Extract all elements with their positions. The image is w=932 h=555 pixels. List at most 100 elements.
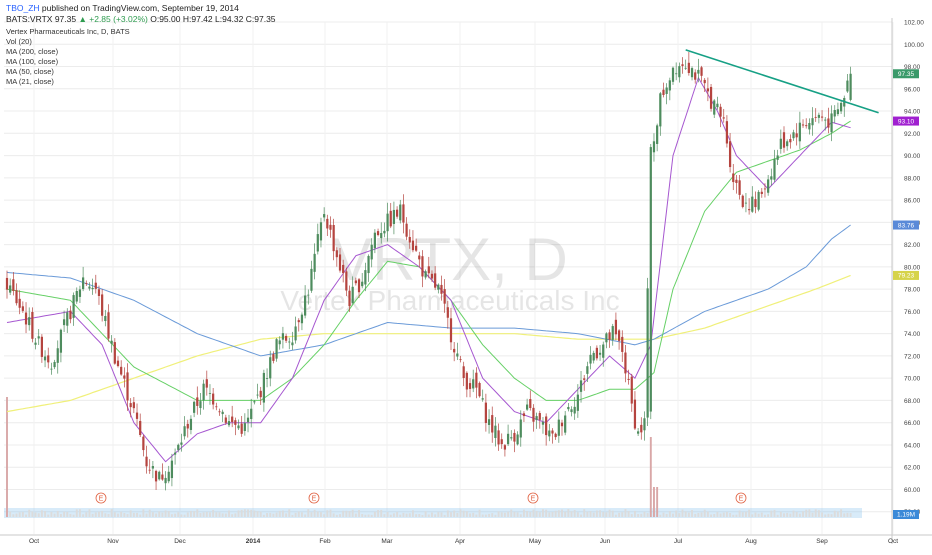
candle-body	[776, 155, 779, 160]
volume-bar	[567, 509, 570, 517]
volume-bar	[85, 512, 88, 517]
candle-body	[40, 336, 43, 357]
volume-bar	[310, 512, 313, 517]
candle-body	[281, 333, 285, 340]
volume-bar	[786, 512, 789, 517]
candle-body	[180, 442, 183, 445]
candle-body	[694, 72, 697, 80]
volume-bar	[262, 514, 265, 517]
candle-body	[116, 360, 120, 367]
candle-body	[85, 283, 88, 284]
candle-body	[139, 420, 142, 436]
candle-body	[97, 289, 101, 296]
price-tick-label: 62.00	[904, 465, 921, 472]
volume-bar	[437, 512, 440, 517]
volume-bar	[167, 511, 170, 517]
candle-body	[789, 139, 792, 143]
volume-bar	[189, 510, 192, 517]
volume-bar	[618, 512, 621, 517]
price-tick-label: 60.00	[904, 487, 921, 494]
candle-body	[751, 196, 754, 212]
candle-body	[43, 356, 47, 361]
time-tick-label: Mar	[381, 538, 393, 545]
volume-bar	[256, 511, 259, 517]
candle-body	[173, 452, 177, 455]
price-tick-label: 88.00	[904, 175, 921, 182]
volume-bar	[402, 512, 405, 517]
candle-body	[690, 68, 694, 78]
candle-body	[395, 209, 399, 217]
volume-bar	[608, 509, 611, 517]
candle-body	[231, 416, 234, 422]
volume-bar	[107, 513, 110, 517]
candle-body	[573, 406, 576, 414]
time-tick-label: Dec	[174, 538, 186, 545]
candle-body	[66, 312, 69, 326]
candle-body	[316, 234, 319, 252]
legend-ma50[interactable]: MA (50, close)	[6, 67, 54, 76]
legend-ma100[interactable]: MA (100, close)	[6, 57, 59, 66]
candle-body	[744, 202, 748, 204]
volume-bar	[542, 509, 544, 517]
ma21-price-label: 93.10	[898, 118, 915, 125]
candle-body	[288, 341, 291, 343]
time-axis: Oct Nov Dec 2014 Feb Mar Apr May Jun Jul Aug Sep Oct	[0, 534, 932, 545]
candle-body	[798, 122, 801, 142]
legend-ma200[interactable]: MA (200, close)	[6, 47, 59, 56]
candle-body	[478, 382, 481, 397]
candle-body	[411, 240, 415, 251]
volume-bar	[88, 509, 91, 517]
candle-body	[243, 423, 246, 431]
legend-main[interactable]: Vertex Pharmaceuticals Inc, D, BATS	[6, 27, 130, 36]
candle-body	[376, 231, 380, 236]
volume-bar	[653, 487, 655, 517]
candle-body	[294, 326, 297, 341]
candle-body	[652, 141, 656, 153]
volume-bar	[231, 514, 234, 517]
candle-body	[342, 264, 345, 274]
legend-ma21[interactable]: MA (21, close)	[6, 77, 54, 86]
volume-bar	[817, 510, 820, 517]
candle-body	[310, 268, 313, 291]
volume-bar	[748, 509, 751, 517]
volume-bar	[846, 512, 849, 517]
candle-body	[824, 119, 827, 121]
candle-body	[126, 372, 129, 401]
candle-body	[135, 412, 139, 419]
volume-bar	[351, 509, 354, 517]
volume-bar	[738, 510, 741, 517]
candle-body	[522, 413, 526, 417]
volume-bar	[304, 514, 307, 517]
time-tick-label: May	[529, 538, 542, 545]
volume-label: 1.19M	[897, 512, 915, 519]
candle-body	[34, 342, 37, 345]
volume-bar	[113, 512, 116, 517]
candle-body	[418, 255, 421, 260]
candle-body	[196, 397, 199, 406]
candle-body	[491, 415, 494, 433]
candle-body	[72, 295, 75, 318]
volume-bar	[415, 514, 418, 517]
volume-bar	[224, 513, 227, 517]
volume-bar	[691, 510, 693, 517]
volume-bar	[389, 514, 392, 517]
candle-body	[770, 176, 773, 180]
last-price: 97.35	[54, 14, 77, 24]
volume-bar	[776, 514, 779, 517]
volume-bar	[611, 510, 614, 517]
price-tick-label: 78.00	[904, 287, 921, 294]
author-link[interactable]: TBO_ZH	[6, 3, 40, 13]
candle-body	[779, 138, 782, 149]
volume-bar	[285, 513, 288, 517]
volume-bar	[729, 513, 732, 517]
candle-body	[21, 306, 24, 311]
volume-bar	[840, 509, 843, 517]
legend-vol[interactable]: Vol (20)	[6, 37, 32, 46]
price-tick-label: 90.00	[904, 153, 921, 160]
volume-bar	[431, 512, 433, 517]
volume-bar	[202, 512, 205, 517]
volume-bar	[405, 513, 408, 517]
